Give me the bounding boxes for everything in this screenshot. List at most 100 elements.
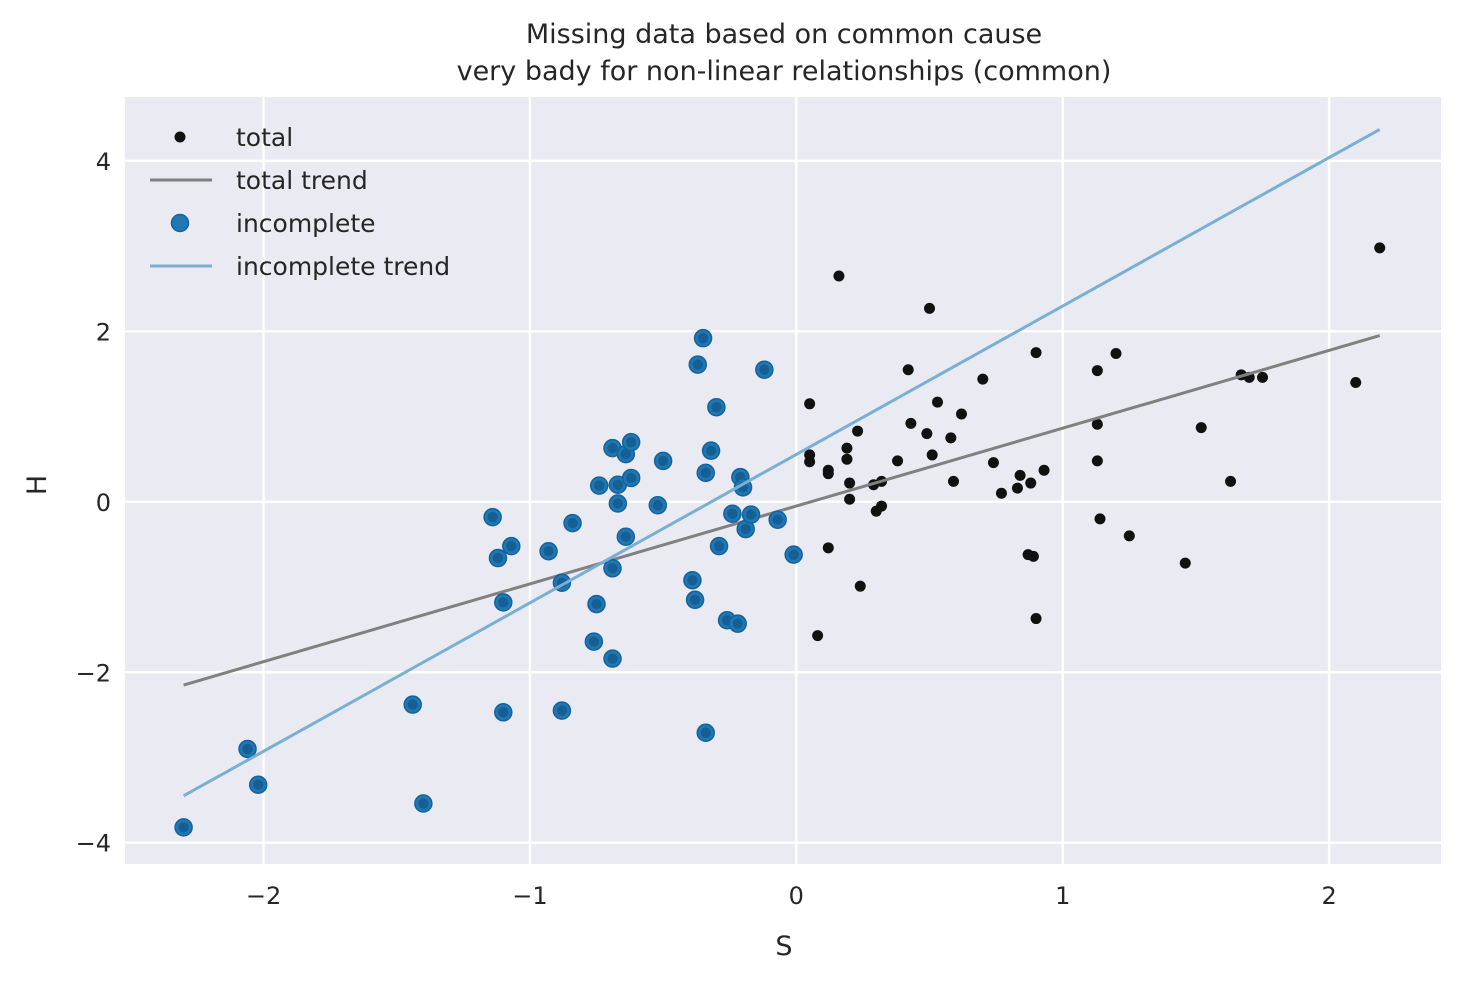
x-axis-label: S: [775, 931, 792, 962]
total-point: [1225, 475, 1237, 487]
incomplete-point-core: [252, 779, 264, 790]
legend-label-incomplete-trend: incomplete trend: [236, 252, 450, 281]
y-axis-label: H: [22, 475, 53, 495]
incomplete-point-core: [697, 332, 709, 344]
y-tick-label: 4: [96, 148, 111, 176]
total-point: [921, 428, 933, 440]
total-point: [1179, 557, 1191, 569]
incomplete-point-core: [612, 479, 624, 490]
incomplete-point-core: [506, 540, 517, 552]
total-point: [841, 453, 853, 465]
incomplete-point-core: [407, 699, 418, 710]
total-point: [1091, 365, 1103, 377]
incomplete-point-core: [593, 480, 605, 491]
incomplete-point-core: [687, 575, 698, 586]
incomplete-point-core: [700, 467, 711, 479]
incomplete-point-core: [418, 798, 429, 809]
incomplete-point-core: [607, 563, 618, 574]
series-layer: [174, 128, 1386, 837]
incomplete-point-core: [713, 540, 725, 552]
y-tick-label: 0: [96, 489, 111, 517]
total-point: [1030, 613, 1042, 625]
total-point: [833, 270, 845, 282]
chart-title: Missing data based on common cause: [526, 19, 1042, 50]
incomplete-point-core: [711, 402, 722, 413]
total-point: [1030, 347, 1042, 359]
total-point: [1374, 242, 1386, 254]
x-tick-label: 0: [789, 882, 804, 910]
incomplete-point-core: [607, 442, 618, 454]
total-point: [854, 580, 866, 592]
total-point: [945, 432, 957, 444]
incomplete-point-core: [772, 514, 783, 525]
total-point: [841, 442, 853, 454]
legend-label-total: total: [236, 123, 293, 152]
total-point: [1257, 371, 1269, 383]
incomplete-point-core: [543, 546, 554, 557]
legend: total total trend incomplete incomplete tre…: [150, 123, 450, 281]
y-tick-label: −2: [76, 659, 111, 687]
incomplete-point-core: [588, 636, 600, 647]
total-point: [1091, 455, 1103, 467]
total-point: [1014, 469, 1026, 481]
incomplete-point-core: [556, 705, 568, 716]
y-tick-label: 2: [96, 318, 111, 346]
total-point: [995, 487, 1007, 499]
incomplete-trend-line: [182, 128, 1381, 798]
incomplete-point-core: [652, 500, 663, 511]
chart-subtitle: very bady for non-linear relationships (…: [457, 56, 1112, 87]
incomplete-point-core: [788, 549, 799, 560]
series-incomplete: [174, 328, 803, 837]
total-point: [844, 477, 856, 489]
total-point: [1195, 422, 1207, 434]
incomplete-point-core: [759, 364, 770, 375]
incomplete-point-core: [745, 509, 757, 520]
total-point: [955, 408, 967, 420]
incomplete-point-core: [487, 511, 498, 523]
x-tick-label: −1: [512, 882, 547, 910]
incomplete-point-core: [620, 531, 632, 542]
total-point: [876, 500, 888, 512]
total-trend-line: [183, 334, 1381, 687]
legend-label-incomplete: incomplete: [236, 209, 376, 238]
incomplete-point-core: [740, 523, 751, 535]
plot-area: [125, 97, 1441, 864]
incomplete-point-core: [178, 822, 189, 833]
incomplete-point-core: [625, 472, 637, 484]
total-point: [947, 475, 959, 487]
incomplete-point-core: [492, 552, 504, 564]
total-point: [905, 417, 917, 429]
legend-marker-incomplete: [170, 213, 190, 233]
incomplete-point-core: [607, 653, 618, 664]
total-point: [1038, 464, 1050, 476]
total-point: [1094, 513, 1106, 525]
total-point: [924, 302, 936, 314]
incomplete-point-core: [620, 448, 632, 460]
incomplete-point-core: [689, 594, 701, 606]
total-point: [804, 456, 816, 468]
total-point: [902, 364, 914, 376]
total-point: [804, 398, 816, 410]
incomplete-point-core: [727, 508, 738, 519]
total-point: [1025, 477, 1037, 489]
incomplete-point-core: [567, 517, 578, 529]
total-point: [852, 425, 864, 437]
incomplete-point-core: [692, 359, 703, 370]
x-tick-label: 1: [1055, 882, 1070, 910]
total-point: [822, 542, 834, 554]
x-tick-label: 2: [1321, 882, 1336, 910]
total-point: [1350, 376, 1362, 388]
incomplete-point-core: [625, 436, 637, 448]
total-point: [926, 449, 938, 461]
incomplete-point-core: [657, 455, 669, 467]
total-point: [1091, 418, 1103, 430]
incomplete-point-core: [705, 445, 717, 456]
total-point: [844, 493, 856, 505]
incomplete-point-core: [612, 498, 624, 509]
total-point: [1110, 348, 1122, 360]
x-tick-label: −2: [246, 882, 281, 910]
y-tick-label: −4: [76, 830, 111, 858]
incomplete-point-core: [732, 618, 743, 629]
